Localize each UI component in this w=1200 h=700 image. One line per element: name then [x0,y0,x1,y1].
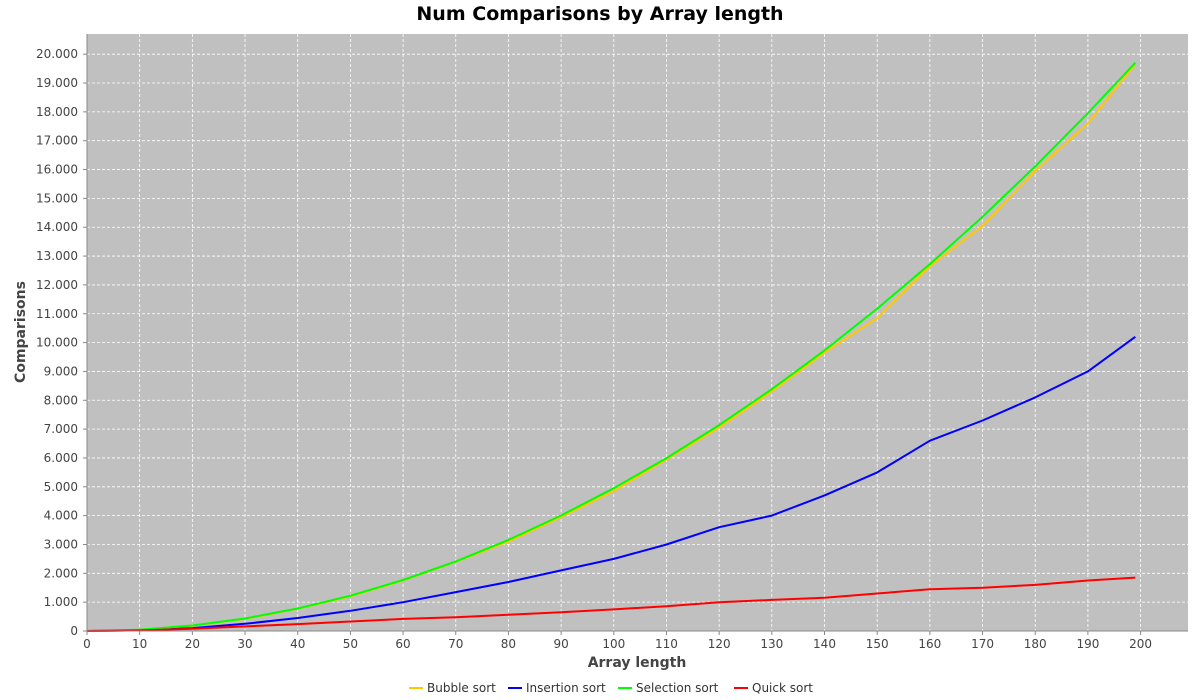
x-tick-label: 20 [185,637,200,651]
y-tick-label: 9.000 [44,364,78,378]
y-tick-label: 12.000 [36,278,78,292]
x-tick-label: 70 [448,637,463,651]
y-tick-label: 15.000 [36,191,78,205]
y-tick-label: 5.000 [44,480,78,494]
x-tick-label: 120 [708,637,731,651]
x-tick-label: 40 [290,637,305,651]
y-tick-label: 20.000 [36,47,78,61]
y-tick-label: 19.000 [36,76,78,90]
x-tick-label: 130 [760,637,783,651]
x-tick-label: 200 [1129,637,1152,651]
y-tick-label: 1.000 [44,595,78,609]
y-tick-label: 3.000 [44,537,78,551]
y-tick-label: 4.000 [44,509,78,523]
x-tick-label: 150 [866,637,889,651]
x-tick-label: 140 [813,637,836,651]
y-tick-label: 2.000 [44,566,78,580]
grid-lines [86,34,1188,632]
y-tick-label: 7.000 [44,422,78,436]
series-line-insertion-sort [86,335,1136,632]
legend-label: Insertion sort [526,681,606,695]
y-tick-label: 16.000 [36,163,78,177]
x-tick-label: 160 [918,637,941,651]
y-tick-label: 14.000 [36,220,78,234]
legend-label: Bubble sort [427,681,496,695]
y-axis-label: Comparisons [13,281,29,383]
y-tick-label: 11.000 [36,307,78,321]
series-line-selection-sort [86,62,1137,632]
y-tick-label: 0 [70,624,78,638]
y-tick-label: 13.000 [36,249,78,263]
x-tick-label: 50 [343,637,358,651]
series-line-quick-sort [86,576,1136,632]
x-tick-label: 110 [655,637,678,651]
series-layer [86,62,1137,632]
legend: Bubble sort Insertion sort Selection sort Q… [409,681,813,695]
x-axis-label: Array length [588,655,687,671]
y-tick-label: 18.000 [36,105,78,119]
x-tick-label: 90 [553,637,568,651]
y-tick-label: 6.000 [44,451,78,465]
y-tick-label: 10.000 [36,336,78,350]
legend-label: Selection sort [636,681,719,695]
x-tick-label: 10 [132,637,147,651]
y-tick-label: 8.000 [44,393,78,407]
y-axis-ticks: 0 1.000 2.000 3.000 4.000 5.000 6.000 7.000 8.00… [36,47,87,638]
chart-title: Num Comparisons by Array length [416,3,783,25]
x-tick-label: 190 [1076,637,1099,651]
x-axis-ticks: 0 10 20 30 40 50 60 70 80 90 100 110 120 130 140 150 160… [83,631,1152,651]
x-tick-label: 170 [971,637,994,651]
x-tick-label: 60 [395,637,410,651]
x-tick-label: 100 [602,637,625,651]
x-tick-label: 30 [237,637,252,651]
y-tick-label: 17.000 [36,134,78,148]
plot-area [87,34,1188,631]
legend-label: Quick sort [752,681,813,695]
x-tick-label: 80 [501,637,516,651]
x-tick-label: 0 [83,637,91,651]
x-tick-label: 180 [1024,637,1047,651]
